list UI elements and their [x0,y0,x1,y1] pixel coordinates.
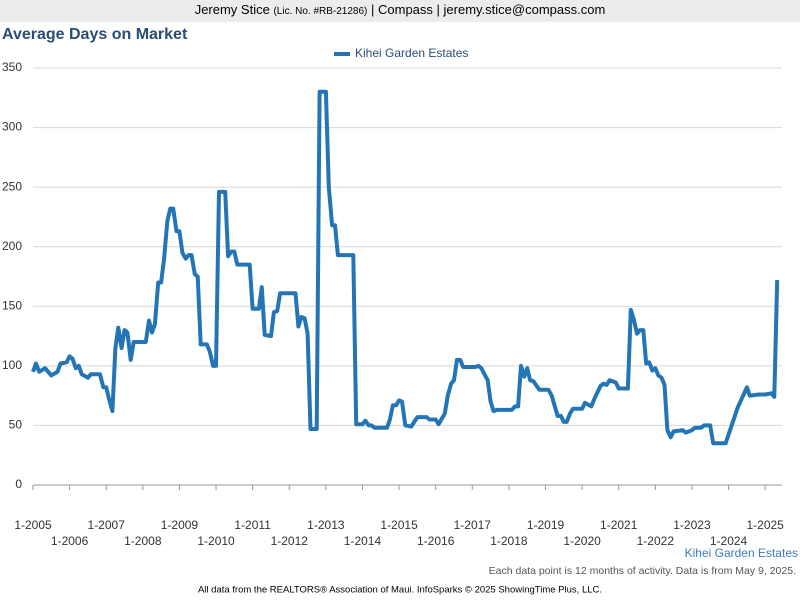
x-tick-label: 1-2024 [710,534,748,548]
y-tick-label: 300 [2,120,22,134]
y-tick-label: 50 [9,418,23,432]
chart-title: Average Days on Market [2,26,188,43]
header-rest: | Compass | jeremy.stice@compass.com [371,2,605,17]
x-tick-label: 1-2009 [161,518,199,532]
y-tick-label: 350 [2,60,22,74]
x-tick-label: 1-2019 [527,518,565,532]
x-tick-label: 1-2015 [380,518,418,532]
note: Each data point is 12 months of activity… [489,565,796,577]
x-tick-label: 1-2010 [197,534,235,548]
header-bar [0,0,800,22]
x-tick-label: 1-2020 [563,534,601,548]
x-tick-label: 1-2011 [234,518,271,532]
x-tick-label: 1-2025 [746,518,784,532]
y-tick-label: 0 [15,477,22,491]
x-tick-label: 1-2012 [271,534,309,548]
y-tick-label: 100 [2,358,22,372]
y-tick-label: 150 [2,298,22,312]
x-tick-label: 1-2016 [417,534,455,548]
agent-name: Jeremy Stice [195,2,270,17]
header: Jeremy Stice (Lic. No. #RB-21286) | Comp… [195,2,606,17]
x-tick-label: 1-2013 [307,518,345,532]
footer: All data from the REALTORS® Association … [198,585,602,596]
x-tick-label: 1-2022 [637,534,675,548]
legend-label: Kihei Garden Estates [355,46,468,60]
x-tick-label: 1-2006 [51,534,89,548]
x-tick-label: 1-2007 [88,518,126,532]
x-tick-label: 1-2005 [14,518,52,532]
x-tick-label: 1-2023 [673,518,711,532]
x-tick-label: 1-2014 [344,534,382,548]
x-tick-label: 1-2008 [124,534,162,548]
line [31,89,780,446]
x-tick-label: 1-2021 [600,518,638,532]
x-tick-label: 1-2018 [490,534,528,548]
license: (Lic. No. #RB-21286) [273,6,367,17]
area-label: Kihei Garden Estates [685,546,798,560]
x-tick-label: 1-2017 [454,518,492,532]
y-tick-label: 200 [2,239,22,253]
y-tick-label: 250 [2,179,22,193]
